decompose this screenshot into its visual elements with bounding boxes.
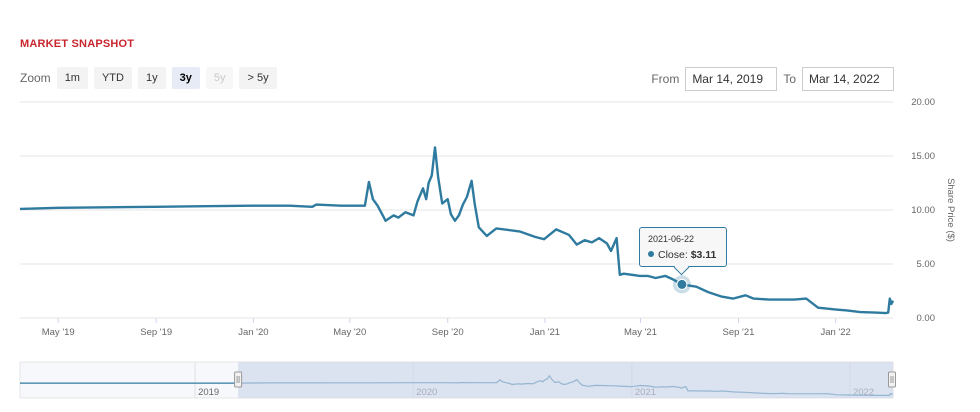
zoom-controls: Zoom 1m YTD 1y 3y 5y > 5y: [20, 67, 283, 89]
price-chart[interactable]: 0.00 5.00 10.00 15.00 20.00 May '19 Sep '19 Ja…: [0, 90, 980, 340]
handle-body[interactable]: [888, 371, 896, 388]
tooltip-date: 2021-06-22: [648, 234, 695, 244]
hover-point[interactable]: [676, 278, 688, 290]
navigator-left-handle[interactable]: [234, 371, 243, 388]
x-tick-label: Jan '22: [820, 327, 850, 338]
x-tick-label: May '21: [624, 327, 657, 338]
x-tick-label: Sep '19: [140, 327, 172, 338]
zoom-5y-button: 5y: [205, 67, 234, 89]
handle-body[interactable]: [234, 371, 243, 388]
price-series[interactable]: [19, 146, 895, 315]
x-tick-label: Sep '20: [432, 327, 464, 338]
navigator-selected-range[interactable]: [238, 362, 894, 398]
tooltip-label: Close:: [658, 249, 688, 261]
y-tick-label: 10.00: [911, 205, 935, 216]
price-tooltip: 2021-06-22 Close: $3.11: [639, 227, 727, 267]
navigator[interactable]: 2019202020212022: [0, 358, 980, 402]
y-axis-title: Share Price ($): [945, 178, 956, 242]
y-tick-label: 5.00: [917, 259, 936, 270]
to-label: To: [783, 72, 796, 86]
x-tick-label: Jan '21: [530, 327, 560, 338]
tooltip-row: Close: $3.11: [648, 249, 716, 261]
navigator-right-handle[interactable]: [888, 371, 896, 388]
to-date-input[interactable]: Mar 14, 2022: [802, 67, 894, 91]
x-tick-label: May '20: [333, 327, 366, 338]
zoom-1m-button[interactable]: 1m: [56, 67, 88, 89]
x-tick-label: Jan '20: [238, 327, 268, 338]
grid: [20, 101, 893, 319]
y-tick-label: 0.00: [917, 313, 936, 324]
x-tick-label: Sep '21: [723, 327, 755, 338]
y-tick-label: 15.00: [911, 151, 935, 162]
price-line[interactable]: [19, 146, 895, 315]
from-label: From: [651, 72, 680, 86]
x-axis-ticks: May '19 Sep '19 Jan '20 May '20 Sep '20 Jan '…: [42, 318, 851, 338]
tooltip-value: $3.11: [690, 249, 717, 261]
date-range: From Mar 14, 2019 To Mar 14, 2022: [645, 67, 894, 91]
zoom-label: Zoom: [20, 71, 51, 85]
x-tick-label: May '19: [42, 327, 75, 338]
y-tick-label: 20.00: [911, 97, 935, 108]
zoom-1y-button[interactable]: 1y: [137, 67, 166, 89]
from-date-input[interactable]: Mar 14, 2019: [685, 67, 778, 91]
series-dot-icon: [648, 251, 654, 258]
navigator-year-label: 2019: [198, 387, 219, 398]
zoom-3y-button[interactable]: 3y: [171, 67, 200, 89]
page-title: MARKET SNAPSHOT: [20, 38, 135, 50]
zoom-ytd-button[interactable]: YTD: [93, 67, 132, 89]
y-axis-ticks: 0.00 5.00 10.00 15.00 20.00: [911, 97, 935, 324]
zoom-all-button[interactable]: > 5y: [239, 67, 277, 89]
